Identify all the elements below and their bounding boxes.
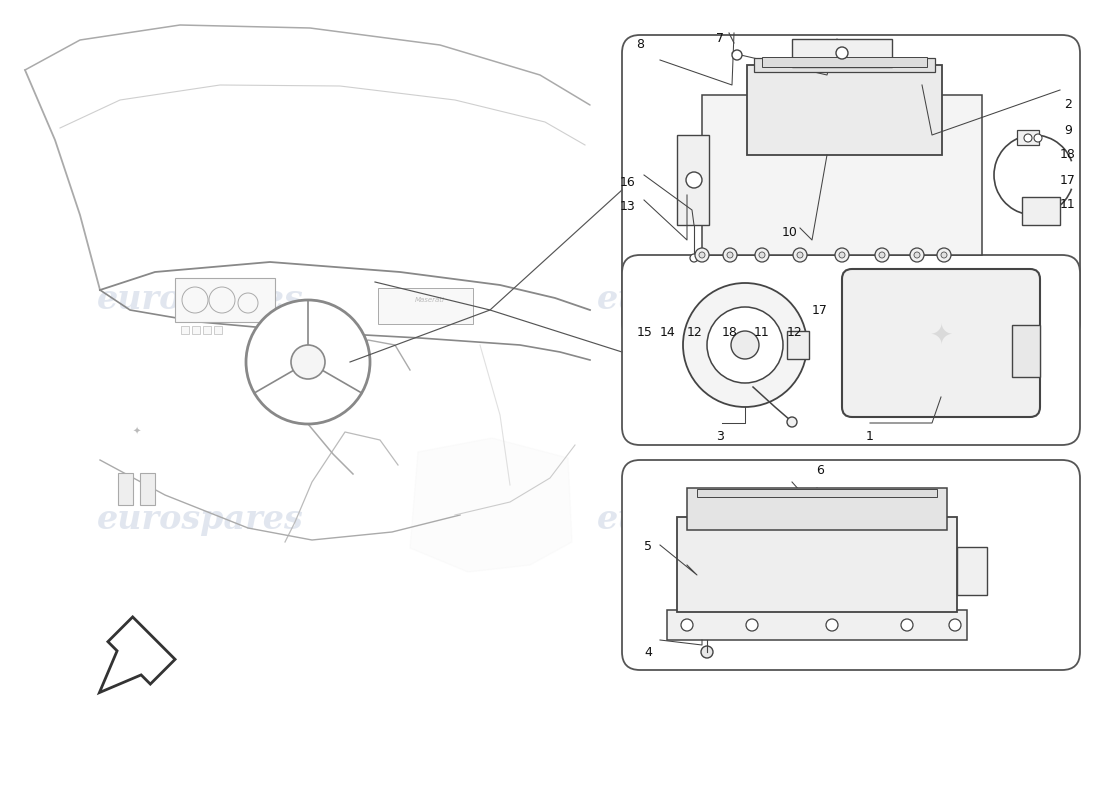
Circle shape — [910, 248, 924, 262]
Bar — [786, 331, 808, 359]
FancyBboxPatch shape — [842, 269, 1040, 417]
Circle shape — [683, 283, 807, 407]
Text: 12: 12 — [788, 326, 803, 338]
Text: eurospares: eurospares — [97, 283, 304, 317]
Text: 11: 11 — [1060, 198, 1076, 211]
Text: 10: 10 — [782, 226, 797, 239]
Bar — [214, 326, 222, 334]
Text: Maserati: Maserati — [415, 297, 446, 303]
Text: 17: 17 — [812, 303, 828, 317]
Bar — [1022, 197, 1060, 225]
Bar — [1012, 325, 1040, 377]
FancyBboxPatch shape — [621, 460, 1080, 670]
Circle shape — [695, 248, 710, 262]
Circle shape — [826, 619, 838, 631]
Text: 15: 15 — [637, 326, 653, 338]
Circle shape — [755, 248, 769, 262]
Bar — [182, 326, 189, 334]
Circle shape — [940, 252, 947, 258]
Bar — [754, 58, 935, 72]
Text: 2: 2 — [1064, 98, 1071, 111]
Text: eurospares: eurospares — [97, 503, 304, 537]
Bar — [118, 473, 133, 505]
Circle shape — [786, 417, 798, 427]
Bar — [378, 288, 473, 324]
FancyBboxPatch shape — [621, 35, 1080, 340]
Circle shape — [798, 252, 803, 258]
Bar — [204, 326, 211, 334]
Bar — [676, 135, 710, 225]
Circle shape — [732, 331, 759, 359]
Bar — [762, 57, 927, 67]
Bar — [676, 517, 957, 612]
Text: 18: 18 — [1060, 149, 1076, 162]
Text: 16: 16 — [620, 175, 636, 189]
Circle shape — [209, 287, 235, 313]
Text: 13: 13 — [620, 201, 636, 214]
Text: 6: 6 — [816, 463, 824, 477]
Circle shape — [836, 47, 848, 59]
Circle shape — [1034, 134, 1042, 142]
Circle shape — [681, 619, 693, 631]
Text: 18: 18 — [722, 326, 738, 338]
Text: 12: 12 — [688, 326, 703, 338]
Bar — [702, 95, 982, 255]
Text: 3: 3 — [716, 430, 724, 443]
Circle shape — [723, 248, 737, 262]
Bar — [1018, 130, 1040, 145]
Bar — [667, 610, 967, 640]
Text: 17: 17 — [1060, 174, 1076, 186]
Circle shape — [727, 252, 733, 258]
Text: 11: 11 — [755, 326, 770, 338]
Circle shape — [686, 172, 702, 188]
Circle shape — [746, 619, 758, 631]
Text: ✦: ✦ — [930, 321, 953, 349]
Circle shape — [839, 252, 845, 258]
Text: 7: 7 — [716, 31, 724, 45]
Circle shape — [879, 252, 886, 258]
Text: ✦: ✦ — [133, 427, 141, 437]
Circle shape — [246, 300, 370, 424]
Bar — [175, 278, 275, 322]
Bar — [747, 65, 942, 155]
Circle shape — [698, 252, 705, 258]
Text: 9: 9 — [1064, 123, 1071, 137]
Circle shape — [701, 646, 713, 658]
Text: eurospares: eurospares — [596, 283, 803, 317]
Circle shape — [937, 248, 952, 262]
Text: 4: 4 — [645, 646, 652, 658]
Circle shape — [759, 252, 764, 258]
Bar — [688, 488, 947, 530]
Circle shape — [292, 345, 324, 379]
Circle shape — [874, 248, 889, 262]
Circle shape — [707, 307, 783, 383]
Bar — [140, 473, 155, 505]
Circle shape — [182, 287, 208, 313]
Circle shape — [914, 252, 920, 258]
Text: 5: 5 — [644, 541, 652, 554]
FancyBboxPatch shape — [621, 255, 1080, 445]
Polygon shape — [410, 438, 572, 572]
Circle shape — [793, 248, 807, 262]
Bar — [792, 39, 892, 67]
Text: eurospares: eurospares — [596, 503, 803, 537]
Polygon shape — [99, 617, 175, 693]
Text: 14: 14 — [660, 326, 675, 338]
Bar — [192, 326, 200, 334]
Circle shape — [1024, 134, 1032, 142]
Circle shape — [835, 248, 849, 262]
Bar — [957, 547, 987, 595]
Bar — [697, 489, 937, 497]
Circle shape — [732, 50, 742, 60]
Text: 8: 8 — [636, 38, 644, 51]
Circle shape — [238, 293, 258, 313]
Text: 1: 1 — [866, 430, 873, 443]
Circle shape — [949, 619, 961, 631]
Circle shape — [690, 254, 698, 262]
Circle shape — [901, 619, 913, 631]
